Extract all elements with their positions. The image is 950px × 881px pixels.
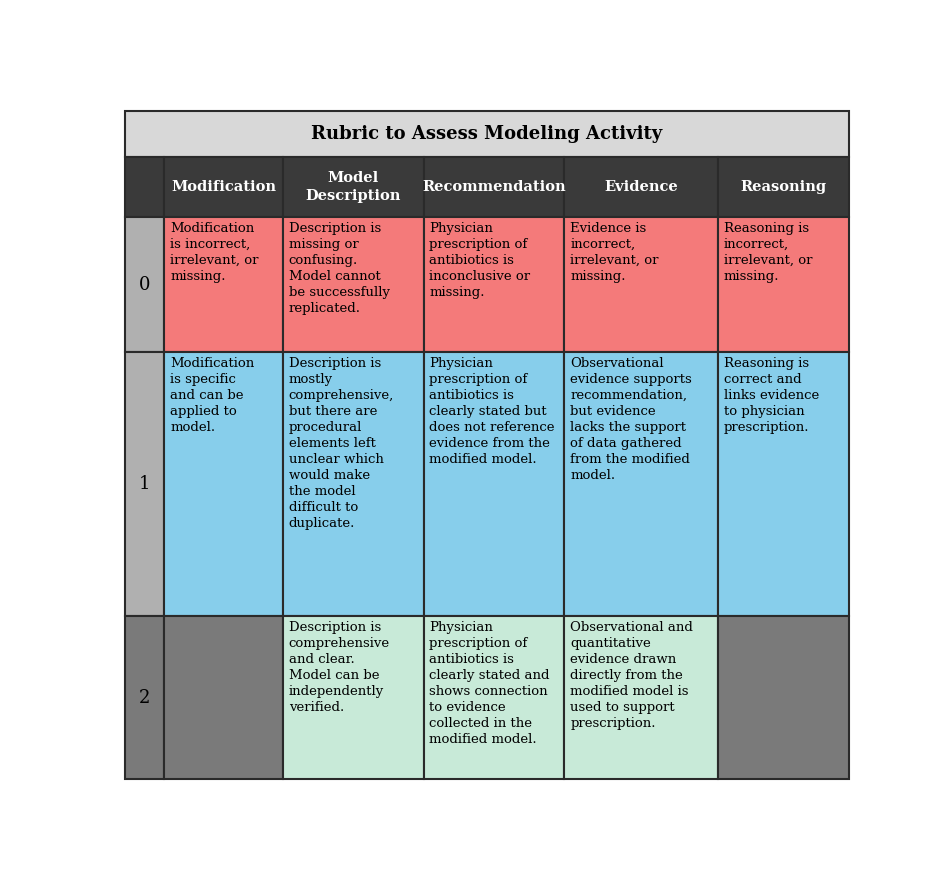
Bar <box>564 617 718 779</box>
Bar <box>424 218 564 352</box>
Bar <box>718 157 849 218</box>
Bar <box>424 157 564 218</box>
Text: Physician
prescription of
antibiotics is
clearly stated but
does not reference
e: Physician prescription of antibiotics is… <box>429 357 555 466</box>
Text: Description is
comprehensive
and clear.
Model can be
independently
verified.: Description is comprehensive and clear. … <box>289 621 390 714</box>
Bar <box>424 352 564 617</box>
Bar <box>124 218 164 352</box>
Bar <box>164 157 283 218</box>
Text: Model
Description: Model Description <box>306 171 401 203</box>
Bar <box>283 218 424 352</box>
Text: Physician
prescription of
antibiotics is
clearly stated and
shows connection
to : Physician prescription of antibiotics is… <box>429 621 550 746</box>
Text: Observational and
quantitative
evidence drawn
directly from the
modified model i: Observational and quantitative evidence … <box>570 621 694 730</box>
Text: 1: 1 <box>139 475 150 493</box>
Bar <box>164 617 283 779</box>
Text: Recommendation: Recommendation <box>422 180 566 194</box>
Bar <box>283 157 424 218</box>
Bar <box>564 352 718 617</box>
Text: Modification
is incorrect,
irrelevant, or
missing.: Modification is incorrect, irrelevant, o… <box>170 222 258 283</box>
Text: Evidence: Evidence <box>604 180 678 194</box>
Bar <box>124 111 849 157</box>
Bar <box>283 352 424 617</box>
Bar <box>124 352 164 617</box>
Bar <box>124 157 164 218</box>
Bar <box>164 352 283 617</box>
Bar <box>164 218 283 352</box>
Text: Reasoning is
correct and
links evidence
to physician
prescription.: Reasoning is correct and links evidence … <box>724 357 819 433</box>
Text: Modification: Modification <box>171 180 276 194</box>
Bar <box>124 617 164 779</box>
Text: Physician
prescription of
antibiotics is
inconclusive or
missing.: Physician prescription of antibiotics is… <box>429 222 531 299</box>
Text: 2: 2 <box>139 689 150 707</box>
Text: Reasoning: Reasoning <box>740 180 826 194</box>
Text: Description is
mostly
comprehensive,
but there are
procedural
elements left
uncl: Description is mostly comprehensive, but… <box>289 357 394 529</box>
Bar <box>718 352 849 617</box>
Bar <box>283 617 424 779</box>
Bar <box>718 617 849 779</box>
Text: Evidence is
incorrect,
irrelevant, or
missing.: Evidence is incorrect, irrelevant, or mi… <box>570 222 658 283</box>
Text: Reasoning is
incorrect,
irrelevant, or
missing.: Reasoning is incorrect, irrelevant, or m… <box>724 222 812 283</box>
Bar <box>718 218 849 352</box>
Text: Modification
is specific
and can be
applied to
model.: Modification is specific and can be appl… <box>170 357 255 433</box>
Bar <box>424 617 564 779</box>
Text: Description is
missing or
confusing.
Model cannot
be successfully
replicated.: Description is missing or confusing. Mod… <box>289 222 390 315</box>
Bar <box>564 157 718 218</box>
Text: Rubric to Assess Modeling Activity: Rubric to Assess Modeling Activity <box>312 125 662 143</box>
Text: 0: 0 <box>139 276 150 293</box>
Bar <box>564 218 718 352</box>
Text: Observational
evidence supports
recommendation,
but evidence
lacks the support
o: Observational evidence supports recommen… <box>570 357 692 482</box>
